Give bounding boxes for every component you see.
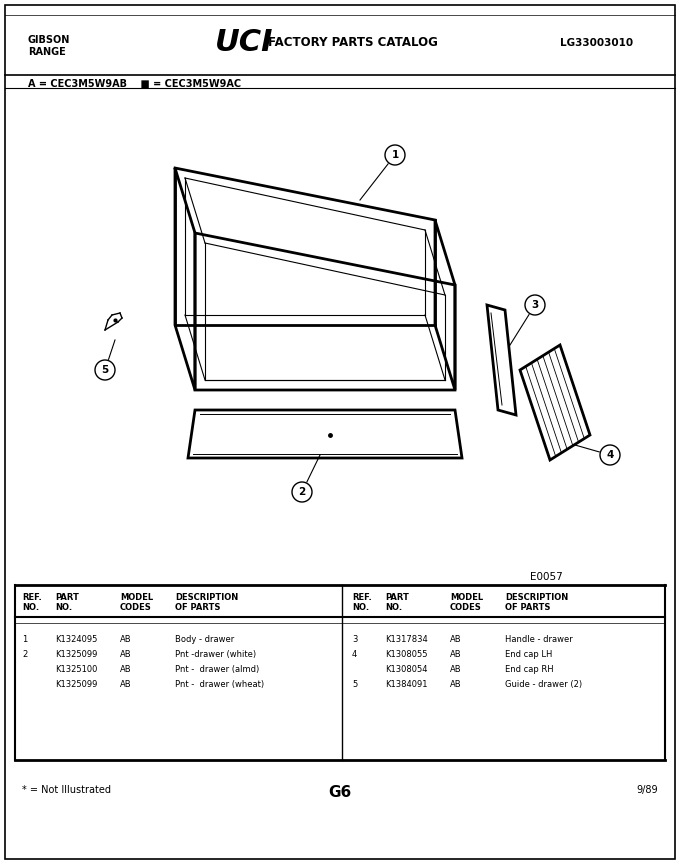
Text: CODES: CODES	[120, 603, 152, 612]
Text: REF.: REF.	[22, 593, 41, 602]
Text: End cap LH: End cap LH	[505, 650, 552, 659]
Text: K1325099: K1325099	[55, 650, 97, 659]
Text: PART: PART	[55, 593, 79, 602]
Circle shape	[95, 360, 115, 380]
Text: AB: AB	[450, 650, 462, 659]
Text: 5: 5	[352, 680, 357, 689]
Text: Handle - drawer: Handle - drawer	[505, 635, 573, 644]
Text: REF.: REF.	[352, 593, 372, 602]
Text: MODEL: MODEL	[450, 593, 483, 602]
Text: AB: AB	[120, 650, 132, 659]
Text: RANGE: RANGE	[28, 47, 66, 57]
Text: NO.: NO.	[22, 603, 39, 612]
Text: DESCRIPTION: DESCRIPTION	[175, 593, 238, 602]
Text: Pnt -  drawer (wheat): Pnt - drawer (wheat)	[175, 680, 264, 689]
Text: Pnt -  drawer (almd): Pnt - drawer (almd)	[175, 665, 259, 674]
Circle shape	[292, 482, 312, 502]
Text: 5: 5	[101, 365, 109, 375]
Text: PART: PART	[385, 593, 409, 602]
Text: Body - drawer: Body - drawer	[175, 635, 234, 644]
Text: AB: AB	[120, 635, 132, 644]
Text: CODES: CODES	[450, 603, 481, 612]
Text: Guide - drawer (2): Guide - drawer (2)	[505, 680, 582, 689]
Circle shape	[600, 445, 620, 465]
Text: GIBSON: GIBSON	[28, 35, 70, 45]
Text: NO.: NO.	[55, 603, 72, 612]
Text: 2: 2	[22, 650, 27, 659]
Text: 1: 1	[392, 150, 398, 160]
Text: OF PARTS: OF PARTS	[175, 603, 220, 612]
Text: UCI: UCI	[215, 28, 273, 57]
Text: K1324095: K1324095	[55, 635, 97, 644]
Text: 9/89: 9/89	[636, 785, 658, 795]
Text: AB: AB	[450, 665, 462, 674]
Text: K1325099: K1325099	[55, 680, 97, 689]
Text: K1317834: K1317834	[385, 635, 428, 644]
Text: LG33003010: LG33003010	[560, 38, 633, 48]
Text: NO.: NO.	[352, 603, 369, 612]
Text: 4: 4	[607, 450, 613, 460]
Text: FACTORY PARTS CATALOG: FACTORY PARTS CATALOG	[268, 36, 438, 49]
Text: End cap RH: End cap RH	[505, 665, 554, 674]
Text: 1: 1	[22, 635, 27, 644]
Circle shape	[525, 295, 545, 315]
Text: OF PARTS: OF PARTS	[505, 603, 550, 612]
Text: E0057: E0057	[530, 572, 563, 582]
Text: K1308054: K1308054	[385, 665, 428, 674]
Text: A = CEC3M5W9AB    ■ = CEC3M5W9AC: A = CEC3M5W9AB ■ = CEC3M5W9AC	[28, 79, 241, 89]
Text: AB: AB	[450, 635, 462, 644]
Text: K1384091: K1384091	[385, 680, 428, 689]
Text: 2: 2	[299, 487, 305, 497]
Text: AB: AB	[450, 680, 462, 689]
Text: MODEL: MODEL	[120, 593, 153, 602]
Text: 3: 3	[352, 635, 358, 644]
Text: K1308055: K1308055	[385, 650, 428, 659]
Text: DESCRIPTION: DESCRIPTION	[505, 593, 568, 602]
Text: 4: 4	[352, 650, 357, 659]
Text: 3: 3	[531, 300, 539, 310]
Text: AB: AB	[120, 680, 132, 689]
Circle shape	[385, 145, 405, 165]
Text: NO.: NO.	[385, 603, 402, 612]
Text: Pnt -drawer (white): Pnt -drawer (white)	[175, 650, 256, 659]
Text: * = Not Illustrated: * = Not Illustrated	[22, 785, 111, 795]
Text: G6: G6	[328, 785, 352, 800]
Text: AB: AB	[120, 665, 132, 674]
Text: K1325100: K1325100	[55, 665, 97, 674]
